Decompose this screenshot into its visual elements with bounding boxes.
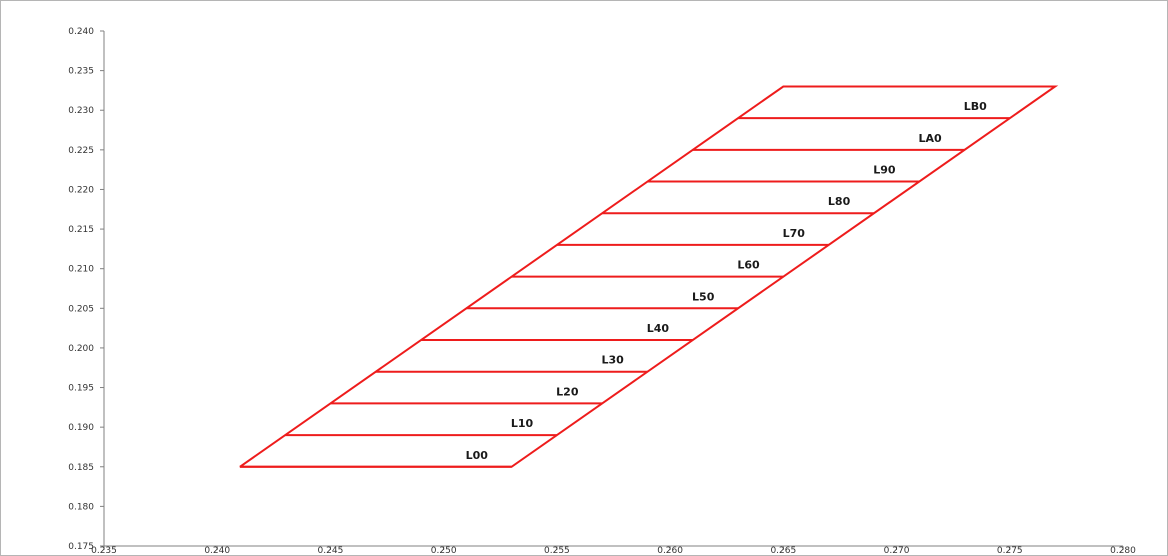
band-label: L00 <box>466 449 489 462</box>
x-tick-label: 0.260 <box>657 546 683 555</box>
y-tick-label: 0.195 <box>68 384 94 394</box>
plot-marks <box>239 85 1059 468</box>
band-labels: L00 L10 L20 L30 L40 L50 L60 L70 L80 L90 LA0 LB0 <box>466 100 988 462</box>
axes: 0.175 0.180 0.185 0.190 0.195 0.200 0.205 0.210… <box>68 27 1136 555</box>
x-tick-label: 0.255 <box>544 546 570 555</box>
y-tick-label: 0.220 <box>68 185 94 195</box>
band-label: L20 <box>556 385 579 398</box>
x-tick-label: 0.240 <box>204 546 230 555</box>
y-tick-label: 0.175 <box>68 542 94 552</box>
band-label: L50 <box>692 290 715 303</box>
band-label: L90 <box>873 164 896 177</box>
band-label: L30 <box>601 354 624 367</box>
y-tick-label: 0.180 <box>68 502 94 512</box>
y-tick-label: 0.205 <box>68 304 94 314</box>
band-label: L70 <box>783 227 806 240</box>
x-tick-label: 0.235 <box>91 546 117 555</box>
x-tick-label: 0.280 <box>1110 546 1136 555</box>
y-tick-label: 0.200 <box>68 344 94 354</box>
band-label: LB0 <box>964 100 987 113</box>
x-tick-label: 0.250 <box>431 546 457 555</box>
x-tick-label: 0.270 <box>884 546 910 555</box>
x-tick-label: 0.275 <box>997 546 1023 555</box>
x-tick-label: 0.265 <box>770 546 796 555</box>
y-tick-label: 0.185 <box>68 463 94 473</box>
band-label: L40 <box>647 322 670 335</box>
band-label: L10 <box>511 417 534 430</box>
y-tick-label: 0.190 <box>68 423 94 433</box>
band-label: L60 <box>737 259 760 272</box>
band-label: LA0 <box>918 132 942 145</box>
y-tick-label: 0.235 <box>68 67 94 77</box>
y-tick-label: 0.225 <box>68 146 94 156</box>
band-label: L80 <box>828 195 851 208</box>
x-tick-label: 0.245 <box>318 546 344 555</box>
y-tick-label: 0.215 <box>68 225 94 235</box>
y-tick-label: 0.230 <box>68 106 94 116</box>
y-tick-label: 0.240 <box>68 27 94 37</box>
y-tick-label: 0.210 <box>68 265 94 275</box>
